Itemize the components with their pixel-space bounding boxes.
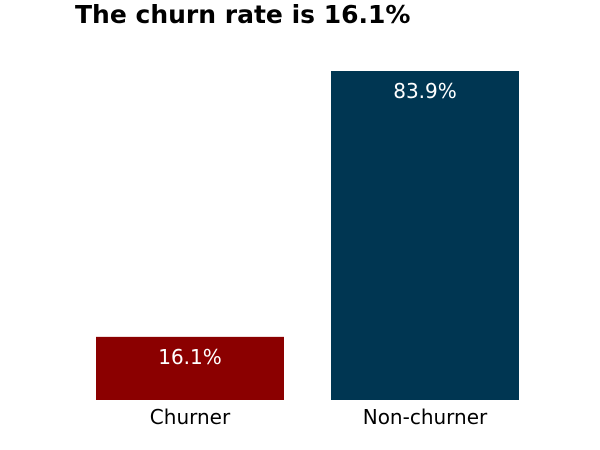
labels-layer: 16.1% 83.9% (158, 79, 457, 369)
x-tick-labels: Churner Non-churner (150, 405, 488, 429)
x-tick-label-non-churner: Non-churner (363, 405, 488, 429)
bar-churner (96, 336, 284, 400)
bars-layer (96, 71, 519, 400)
data-label-non-churner: 83.9% (393, 79, 457, 103)
data-label-churner: 16.1% (158, 345, 222, 369)
x-tick-label-churner: Churner (150, 405, 231, 429)
bar-non-churner (331, 71, 519, 400)
chart-title: The churn rate is 16.1% (75, 0, 410, 29)
